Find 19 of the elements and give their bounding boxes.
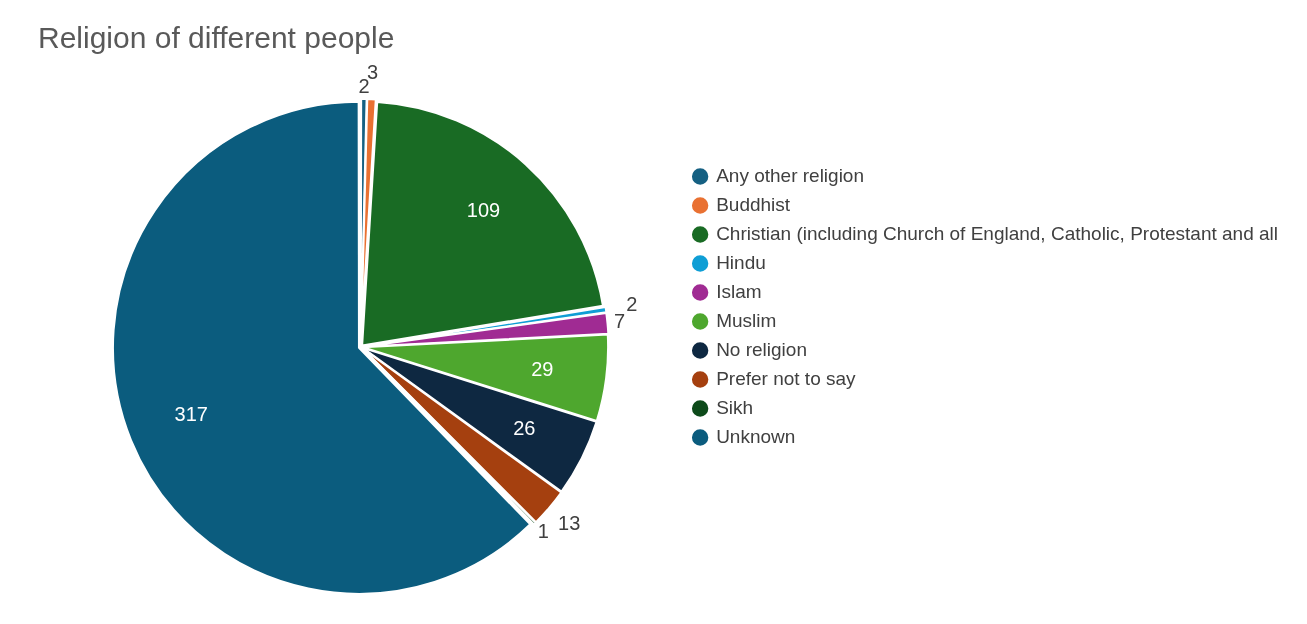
data-label: 26 <box>513 416 536 439</box>
legend-label: Islam <box>716 280 762 302</box>
data-label: 1 <box>537 519 549 542</box>
legend-label: Buddhist <box>716 193 791 215</box>
legend-label: No religion <box>716 338 807 360</box>
data-label: 29 <box>531 357 554 380</box>
data-label: 109 <box>466 198 501 221</box>
data-label: 13 <box>558 512 581 535</box>
legend-label: Sikh <box>716 396 754 418</box>
data-label: 7 <box>614 309 626 332</box>
chart-title: Religion of different people <box>38 21 395 55</box>
legend-label: Prefer not to say <box>716 367 857 389</box>
data-label: 2 <box>626 293 638 316</box>
legend-label: Muslim <box>716 309 777 331</box>
legend-label: Any other religion <box>716 164 865 186</box>
data-label: 317 <box>174 403 208 426</box>
legend-label: Hindu <box>716 251 766 273</box>
legend-label: Unknown <box>716 425 796 447</box>
legend-label: Christian (including Church of England, Catholic, Protestant and all <box>716 222 1279 244</box>
